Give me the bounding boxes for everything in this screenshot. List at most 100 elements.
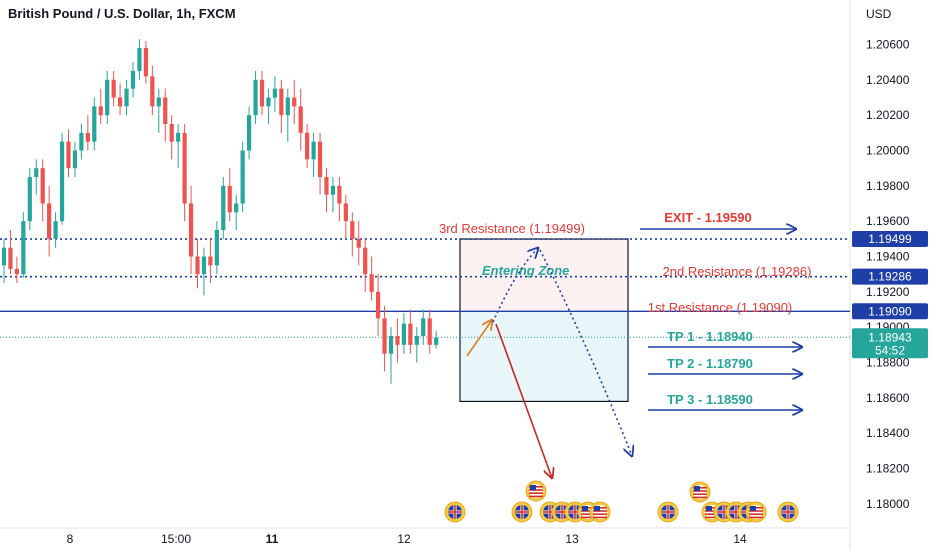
- candle-body: [105, 79, 110, 116]
- candle-body: [434, 337, 439, 345]
- candle-body: [188, 203, 194, 257]
- uk-flag-icon: [444, 501, 466, 523]
- candle-body: [21, 221, 26, 275]
- candle-body: [169, 124, 174, 142]
- candle-body: [182, 132, 187, 204]
- candle-body: [369, 274, 374, 292]
- entry-arrow: [466, 320, 492, 357]
- candle-body: [1, 247, 7, 266]
- candle-body: [350, 221, 355, 239]
- candle-body: [214, 230, 219, 266]
- candle-body: [137, 48, 142, 72]
- y-tick-label: 1.19200: [866, 285, 910, 299]
- chart-title: British Pound / U.S. Dollar, 1h, FXCM: [8, 6, 236, 21]
- candle-body: [163, 97, 168, 125]
- y-tick-label: 1.18400: [866, 426, 910, 440]
- candle-body: [414, 336, 419, 345]
- price-tag: [852, 268, 928, 285]
- y-tick-label: 1.20200: [866, 108, 910, 122]
- candle-body: [66, 141, 71, 169]
- candle-body: [240, 150, 245, 204]
- candle-body: [143, 48, 148, 77]
- candle-body: [395, 336, 400, 345]
- candle-body: [118, 97, 123, 107]
- candle-body: [27, 177, 32, 222]
- y-tick-label: 1.19400: [866, 250, 910, 264]
- y-tick-label: 1.18600: [866, 391, 910, 405]
- zone-label: Entering Zone: [482, 263, 569, 278]
- candle-body: [279, 88, 284, 116]
- candle-body: [401, 323, 406, 345]
- candle-body: [59, 141, 65, 222]
- candle-body: [292, 97, 297, 107]
- candle-body: [85, 132, 90, 142]
- uk-flag-icon: [511, 501, 533, 523]
- candle-body: [421, 318, 426, 337]
- candle-body: [150, 76, 155, 107]
- price-tag: [852, 303, 928, 320]
- uk-flag-icon: [657, 501, 679, 523]
- x-tick-label: 14: [733, 532, 747, 546]
- zone-upper-fill: [460, 239, 628, 312]
- candle-body: [259, 79, 265, 107]
- projection-up-arrow: [492, 248, 538, 323]
- candle-body: [34, 168, 39, 178]
- candle-body: [195, 256, 200, 275]
- resistance-label: 2nd Resistance (1.19286): [663, 264, 812, 279]
- candle-body: [130, 71, 136, 89]
- y-tick-label: 1.20600: [866, 38, 910, 52]
- candle-body: [305, 132, 310, 160]
- x-tick-label: 13: [565, 532, 579, 546]
- candle-body: [40, 168, 45, 204]
- target-label: EXIT - 1.19590: [664, 210, 751, 225]
- target-label: TP 1 - 1.18940: [667, 329, 753, 344]
- target-label: TP 2 - 1.18790: [667, 356, 753, 371]
- candle-body: [156, 97, 161, 107]
- current-price-label: 1.18943: [868, 330, 912, 344]
- y-tick-label: 1.20400: [866, 73, 910, 87]
- candle-body: [343, 203, 348, 222]
- candle-body: [388, 336, 394, 354]
- candle-body: [253, 79, 258, 116]
- candle-body: [317, 141, 323, 178]
- candle-body: [272, 88, 277, 98]
- candle-body: [408, 323, 413, 345]
- x-tick-label: 11: [266, 532, 279, 546]
- candle-body: [47, 203, 52, 239]
- candle-body: [337, 185, 342, 204]
- resistance-label: 3rd Resistance (1.19499): [439, 221, 585, 236]
- y-tick-label: 1.18800: [866, 356, 910, 370]
- candle-body: [266, 97, 271, 107]
- candle-body: [72, 150, 78, 169]
- candle-body: [111, 79, 116, 98]
- candle-body: [311, 141, 316, 160]
- price-tag-label: 1.19499: [868, 232, 912, 246]
- candle-body: [247, 115, 252, 151]
- candle-body: [221, 185, 226, 231]
- y-tick-label: 1.19600: [866, 214, 910, 228]
- y-tick-label: 1.20000: [866, 144, 910, 158]
- candle-body: [234, 203, 239, 213]
- uk-flag-icon: [777, 501, 799, 523]
- candle-body: [98, 106, 103, 116]
- candle-body: [227, 185, 232, 213]
- candle-body: [324, 177, 329, 195]
- resistance-label: 1st Resistance (1.19090): [648, 300, 793, 315]
- candle-body: [427, 318, 432, 345]
- price-tag: [852, 231, 928, 248]
- zone-lower-fill: [460, 311, 628, 402]
- candle-body: [201, 256, 207, 275]
- x-tick-label: 12: [397, 532, 411, 546]
- candle-body: [92, 106, 97, 142]
- candle-body: [363, 247, 368, 275]
- price-tag-label: 1.19090: [868, 304, 912, 318]
- candle-body: [79, 132, 84, 151]
- currency-label: USD: [866, 7, 892, 21]
- countdown-label: 54:52: [875, 343, 905, 357]
- candle-body: [176, 132, 181, 142]
- us-flag-icon: [525, 480, 547, 502]
- price-tag-label: 1.19286: [868, 270, 912, 284]
- y-tick-label: 1.18000: [866, 497, 910, 511]
- y-tick-label: 1.19800: [866, 179, 910, 193]
